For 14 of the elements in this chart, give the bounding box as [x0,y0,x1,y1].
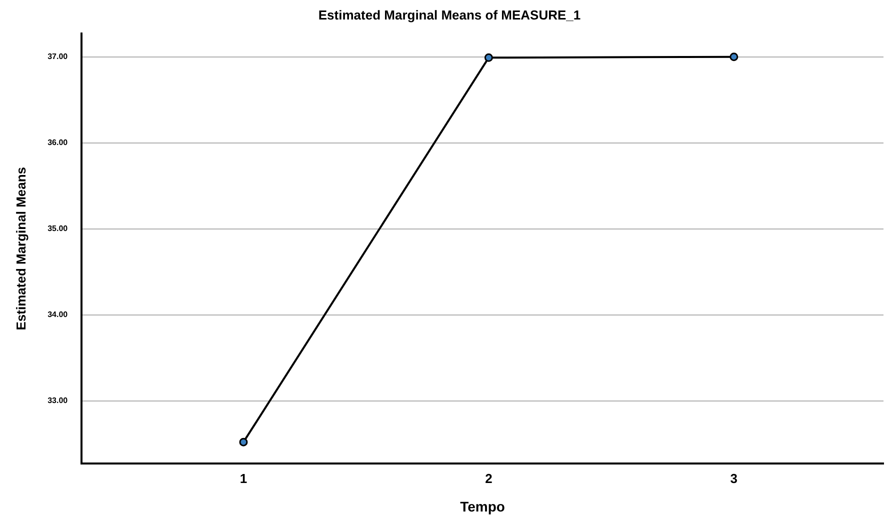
point [730,52,738,62]
chart-title: Estimated Marginal Means of MEASURE_1 [318,7,581,22]
y-tick-label: 37.00 [48,52,68,62]
point [484,53,493,62]
y-tick-label: 33.00 [48,396,68,406]
y-axis-title: Estimated Marginal Means [13,166,28,330]
x-axis-title: Tempo [460,498,505,514]
point [239,438,248,446]
x-tick-label: 1 [240,470,248,486]
y-tick-label: 35.00 [48,224,68,234]
x-tick-label: 2 [485,470,492,486]
y-tick-label: 34.00 [48,310,68,320]
y-tick-label: 36.00 [48,138,68,148]
x-tick-label: 3 [730,470,738,486]
